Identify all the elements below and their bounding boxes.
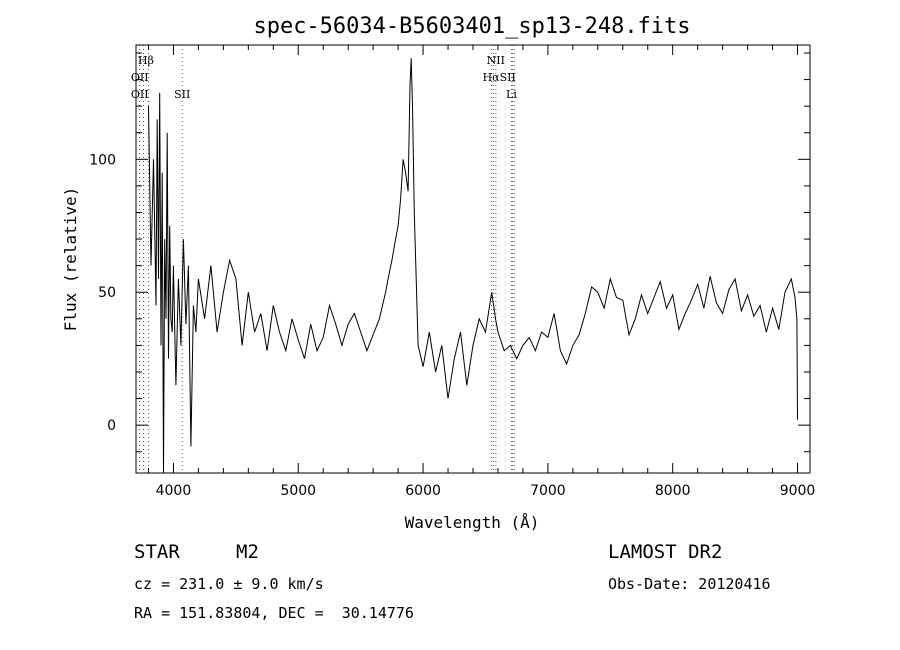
- observation-date: Obs-Date: 20120416: [608, 575, 771, 593]
- coordinates: RA = 151.83804, DEC = 30.14776: [134, 604, 414, 622]
- y-tick-label: 0: [107, 418, 116, 434]
- line-marker-labels: Hβ OII OII SII NII HαSII Li: [131, 54, 517, 101]
- y-tick-label: 100: [89, 152, 116, 168]
- line-marker-label: Li: [506, 88, 517, 101]
- line-marker-label: NII: [487, 54, 505, 67]
- line-marker-label: OII: [131, 71, 149, 84]
- axis-ticks: 4000 5000 6000 7000 8000 9000 0 50 100: [89, 45, 815, 499]
- x-tick-label: 9000: [780, 483, 816, 499]
- x-tick-label: 6000: [405, 483, 441, 499]
- y-axis-label: Flux (relative): [61, 187, 80, 332]
- x-tick-label: 7000: [530, 483, 566, 499]
- x-axis-label: Wavelength (Å): [405, 513, 540, 532]
- line-marker-label: Hβ: [138, 54, 154, 67]
- chart-title: spec-56034-B5603401_sp13-248.fits: [253, 14, 690, 39]
- plot-frame: [135, 44, 811, 474]
- survey-name: LAMOST DR2: [608, 541, 723, 563]
- line-marker-label: SII: [174, 88, 190, 101]
- line-marker-label: HαSII: [483, 71, 516, 84]
- object-subclass: M2: [236, 541, 259, 563]
- x-tick-label: 4000: [156, 483, 192, 499]
- x-tick-label: 8000: [655, 483, 691, 499]
- y-tick-label: 50: [98, 285, 116, 301]
- object-class: STAR: [134, 541, 180, 563]
- redshift-value: cz = 231.0 ± 9.0 km/s: [134, 575, 324, 593]
- line-marker-group: [138, 45, 515, 473]
- x-tick-label: 5000: [280, 483, 316, 499]
- line-marker-label: OII: [131, 88, 149, 101]
- spectrum-line: [148, 58, 798, 474]
